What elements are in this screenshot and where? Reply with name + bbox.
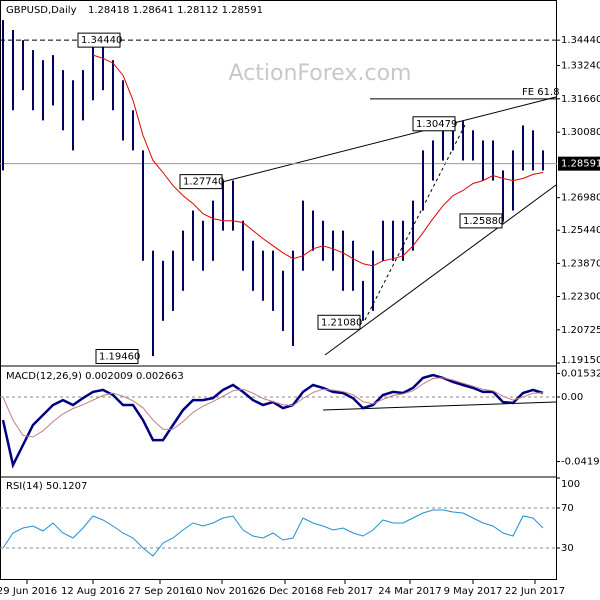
x-tick-label: 29 Jun 2016	[0, 586, 57, 597]
annotation-label: 1.27740	[183, 177, 224, 188]
y-tick-label: 1.33240	[561, 60, 600, 71]
projection-line	[364, 124, 466, 321]
trend-line	[221, 96, 557, 183]
y-tick-label: 1.20725	[561, 325, 600, 336]
x-tick-label: 27 Sep 2016	[128, 586, 191, 597]
annotation-box	[412, 116, 456, 132]
indicator-line	[1, 373, 544, 469]
macd-title: MACD(12,26,9) 0.002009 0.002663	[6, 371, 184, 382]
y-tick-label: 1.23870	[561, 258, 600, 269]
y-tick-label: 0.00	[561, 392, 583, 403]
rsi-title: RSI(14) 50.1207	[6, 481, 87, 492]
y-tick-label: 1.31660	[561, 94, 600, 105]
watermark: ActionForex.com	[229, 61, 412, 86]
last-price-box	[558, 156, 600, 171]
y-tick-label: -0.041957	[561, 457, 600, 468]
last-price-label: 1.28591	[561, 159, 600, 170]
chart-title: GBPUSD,Daily	[6, 5, 77, 16]
moving-average	[92, 54, 544, 267]
ohlc-label: 1.28418 1.28641 1.28112 1.28591	[88, 5, 263, 16]
annotation-box	[77, 32, 121, 48]
y-tick-label: 1.25440	[561, 225, 600, 236]
indicator-line	[2, 509, 544, 557]
x-tick-label: 26 Dec 2016	[253, 586, 317, 597]
annotation-label: 1.30479	[416, 119, 457, 130]
annotation-label: 1.34440	[81, 35, 122, 46]
x-tick-label: 10 Nov 2016	[190, 586, 254, 597]
annotation-label: 1.25880	[463, 216, 504, 227]
y-tick-label: 1.19150	[561, 355, 600, 366]
x-tick-label: 12 Aug 2016	[61, 586, 125, 597]
y-tick-label: 1.34440	[561, 35, 600, 46]
x-tick-label: 9 May 2017	[444, 586, 503, 597]
annotation-box	[317, 314, 361, 330]
trend-line	[324, 184, 557, 356]
indicator-line	[2, 377, 544, 438]
y-tick-label: 100	[561, 479, 580, 490]
annotation-label: 1.19460	[99, 351, 140, 362]
y-tick-label: 70	[561, 503, 574, 514]
annotation-box	[95, 348, 139, 364]
fe-label: FE 61.8	[522, 87, 560, 98]
frame	[0, 0, 557, 580]
annotation-box	[179, 174, 223, 190]
x-tick-label: 22 Jun 2017	[505, 586, 565, 597]
y-tick-label: 1.30080	[561, 127, 600, 138]
y-tick-label: 1.26980	[561, 193, 600, 204]
annotation-box	[459, 213, 503, 229]
annotation-label: 1.21080	[321, 317, 362, 328]
y-tick-label: 30	[561, 543, 574, 554]
x-tick-label: 24 Mar 2017	[378, 586, 441, 597]
y-tick-label: 1.22300	[561, 292, 600, 303]
y-tick-label: 0.015325	[561, 368, 600, 379]
x-tick-label: 8 Feb 2017	[317, 586, 373, 597]
